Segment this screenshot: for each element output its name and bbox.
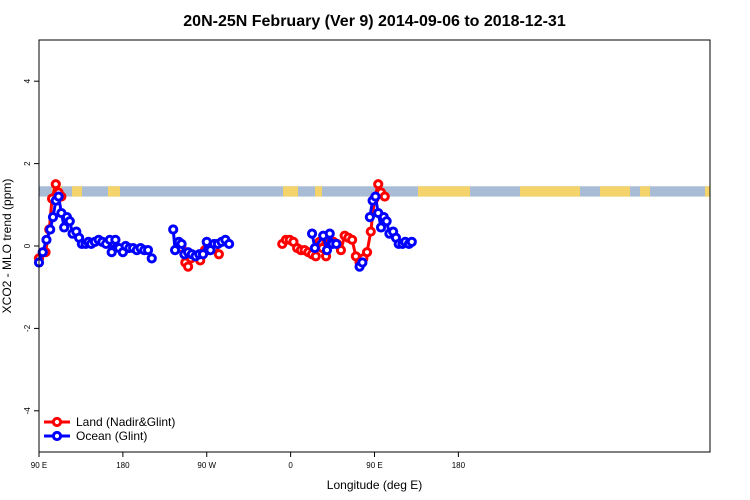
x-tick-label: 180 bbox=[452, 461, 466, 470]
map-land bbox=[520, 186, 580, 197]
data-point bbox=[324, 228, 335, 239]
x-tick-label: 0 bbox=[288, 461, 293, 470]
legend-label: Land (Nadir&Glint) bbox=[76, 415, 175, 429]
data-point bbox=[41, 234, 52, 245]
data-point bbox=[37, 247, 48, 258]
map-land bbox=[72, 186, 82, 197]
data-point bbox=[406, 236, 417, 247]
legend-marker bbox=[51, 430, 63, 442]
data-point bbox=[106, 247, 117, 258]
y-axis-label: XCO2 - MLO trend (ppm) bbox=[0, 179, 14, 314]
data-point bbox=[168, 224, 179, 235]
y-axis: -4 -2 0 2 4 bbox=[23, 78, 39, 414]
data-point bbox=[347, 234, 358, 245]
legend: Land (Nadir&Glint)Ocean (Glint) bbox=[44, 415, 175, 443]
data-point bbox=[142, 245, 154, 256]
data-point bbox=[45, 224, 56, 235]
map-land bbox=[283, 186, 298, 197]
series-layer bbox=[33, 179, 417, 272]
data-point bbox=[373, 179, 384, 190]
x-tick-label: 180 bbox=[116, 461, 130, 470]
map-ocean bbox=[39, 186, 710, 197]
data-point bbox=[53, 191, 64, 202]
y-tick-label: -2 bbox=[23, 324, 32, 332]
x-tick-label: 90 E bbox=[31, 461, 47, 470]
data-point bbox=[59, 222, 70, 233]
map-land bbox=[600, 186, 630, 197]
map-land bbox=[315, 186, 322, 197]
x-tick-label: 90 W bbox=[197, 461, 216, 470]
data-point bbox=[110, 234, 121, 245]
y-tick-label: 4 bbox=[23, 78, 32, 83]
data-point bbox=[365, 226, 376, 237]
data-point bbox=[146, 253, 157, 264]
data-point bbox=[50, 179, 61, 190]
map-land bbox=[418, 186, 470, 197]
y-tick-label: -4 bbox=[23, 407, 32, 415]
data-point bbox=[361, 247, 373, 258]
legend-marker bbox=[51, 416, 63, 428]
data-point bbox=[370, 191, 381, 202]
map-land bbox=[705, 186, 710, 197]
data-point bbox=[176, 238, 187, 250]
x-tick-label: 90 E bbox=[366, 461, 382, 470]
data-point bbox=[309, 242, 320, 254]
series-1 bbox=[33, 191, 417, 272]
data-point bbox=[213, 249, 224, 260]
map-land bbox=[640, 186, 650, 197]
x-axis: 90 E 180 90 W 0 90 E 180 bbox=[31, 452, 466, 470]
y-tick-label: 0 bbox=[23, 243, 32, 248]
data-point bbox=[321, 245, 333, 256]
data-point bbox=[169, 245, 181, 256]
data-point bbox=[64, 216, 75, 227]
data-point bbox=[331, 238, 342, 250]
data-point bbox=[224, 238, 235, 250]
data-point bbox=[357, 257, 368, 268]
data-point bbox=[364, 212, 375, 223]
data-point bbox=[381, 216, 392, 227]
y-tick-label: 2 bbox=[23, 161, 32, 166]
data-point bbox=[310, 251, 321, 262]
data-point bbox=[47, 212, 59, 223]
x-axis-label: Longitude (deg E) bbox=[327, 478, 422, 492]
data-point bbox=[306, 228, 318, 239]
data-point bbox=[183, 261, 194, 272]
data-point bbox=[375, 222, 387, 233]
data-point bbox=[335, 245, 347, 256]
data-point bbox=[197, 249, 209, 260]
map-land bbox=[108, 186, 120, 197]
data-point bbox=[379, 191, 390, 202]
legend-label: Ocean (Glint) bbox=[76, 429, 147, 443]
chart-title: 20N-25N February (Ver 9) 2014-09-06 to 2… bbox=[183, 13, 566, 30]
